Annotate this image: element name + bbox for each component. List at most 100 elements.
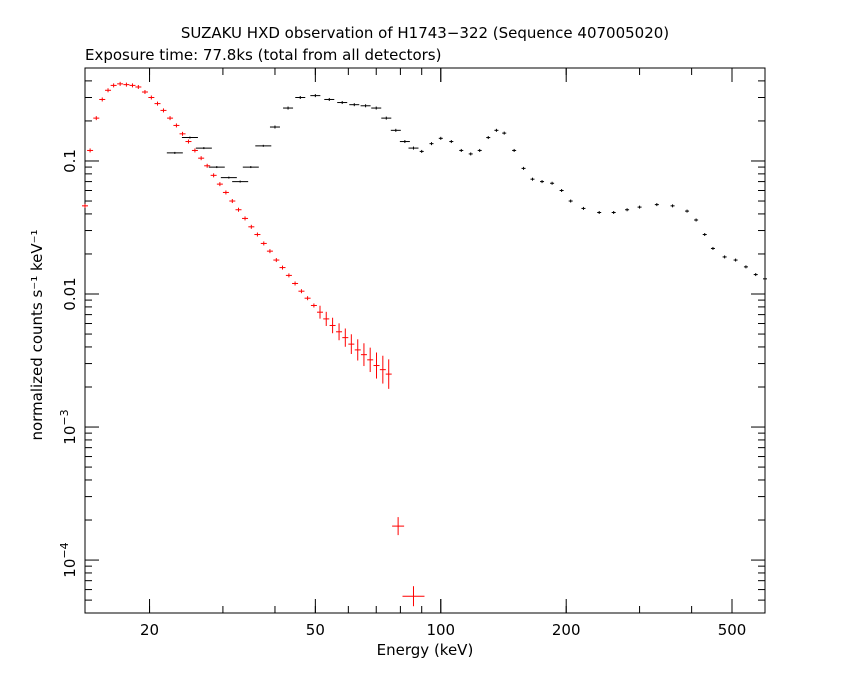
data-point <box>198 156 205 161</box>
data-point <box>216 182 223 187</box>
data-point <box>371 106 382 110</box>
data-point <box>399 140 410 144</box>
series-0 <box>82 81 425 607</box>
data-point <box>279 265 286 270</box>
data-point <box>685 209 690 213</box>
data-point <box>449 140 454 144</box>
x-tick-label: 100 <box>426 621 455 639</box>
data-point <box>763 277 767 281</box>
data-point <box>733 258 738 262</box>
chart-title: SUZAKU HXD observation of H1743−322 (Seq… <box>181 24 669 42</box>
data-point <box>597 210 602 214</box>
data-point <box>611 210 616 214</box>
data-point <box>379 355 386 384</box>
data-point <box>82 203 88 208</box>
x-tick-label: 50 <box>306 621 325 639</box>
y-tick-label: 0.01 <box>61 277 79 310</box>
data-point <box>459 148 464 152</box>
data-point <box>323 311 330 326</box>
y-tick-label: 10−3 <box>58 409 79 444</box>
data-point <box>242 166 259 169</box>
data-point <box>310 303 317 308</box>
data-point <box>185 139 192 144</box>
data-point <box>337 101 348 105</box>
data-point <box>438 136 443 140</box>
data-point <box>402 586 425 607</box>
data-point <box>512 148 517 152</box>
data-point <box>105 88 112 93</box>
data-point <box>670 204 675 208</box>
data-point <box>521 166 526 170</box>
data-point <box>269 125 280 129</box>
data-point <box>129 83 136 88</box>
data-point <box>87 148 94 153</box>
data-point <box>494 128 499 132</box>
data-point <box>298 289 305 294</box>
data-point <box>179 131 186 136</box>
data-point <box>710 246 715 250</box>
data-points <box>82 81 767 607</box>
data-point <box>110 83 117 88</box>
data-point <box>540 180 545 184</box>
data-point <box>381 116 392 120</box>
data-point <box>637 205 642 209</box>
y-tick-label: 0.1 <box>61 149 79 173</box>
data-point <box>304 296 311 301</box>
data-point <box>702 233 707 237</box>
data-point <box>166 151 183 154</box>
y-tick-label: 10−4 <box>58 542 79 577</box>
data-point <box>222 190 229 195</box>
data-point <box>336 323 343 341</box>
data-point <box>360 343 367 367</box>
data-point <box>408 146 419 150</box>
data-point <box>324 97 335 101</box>
data-point <box>248 224 255 229</box>
data-point <box>581 206 586 210</box>
data-point <box>123 82 130 87</box>
data-point <box>349 103 360 107</box>
data-point <box>242 216 249 221</box>
data-point <box>419 149 424 153</box>
data-point <box>273 258 280 263</box>
x-tick-label: 20 <box>140 621 159 639</box>
data-point <box>385 359 392 389</box>
data-point <box>502 131 507 135</box>
data-point <box>93 116 100 121</box>
data-point <box>117 81 124 86</box>
series-1 <box>166 94 767 281</box>
data-point <box>568 199 573 203</box>
data-point <box>550 181 555 185</box>
x-tick-label: 200 <box>552 621 581 639</box>
data-point <box>99 97 106 102</box>
data-point <box>390 128 401 132</box>
data-point <box>743 265 748 269</box>
data-point <box>173 123 180 128</box>
data-point <box>208 166 225 169</box>
data-point <box>260 241 267 246</box>
data-point <box>141 90 148 95</box>
data-point <box>342 328 349 347</box>
data-point <box>329 317 336 334</box>
data-point <box>316 305 323 319</box>
data-point <box>220 176 237 179</box>
data-point <box>210 173 217 178</box>
data-point <box>232 180 249 183</box>
data-point <box>160 108 167 113</box>
data-point <box>254 232 261 237</box>
data-point <box>154 101 161 106</box>
data-point <box>204 163 211 168</box>
data-point <box>195 147 212 150</box>
data-point <box>722 255 727 259</box>
data-point <box>468 152 473 156</box>
x-axis-label: Energy (keV) <box>377 641 474 659</box>
data-point <box>486 136 491 140</box>
data-point <box>348 334 355 354</box>
data-point <box>367 347 374 373</box>
x-tick-label: 500 <box>718 621 747 639</box>
data-point <box>694 218 699 222</box>
data-point <box>191 148 198 153</box>
axis-ticks: 20 50 100 200 500 0.1 0.01 10−3 10−4 <box>58 67 766 639</box>
data-point <box>235 207 242 212</box>
data-point <box>295 96 306 100</box>
